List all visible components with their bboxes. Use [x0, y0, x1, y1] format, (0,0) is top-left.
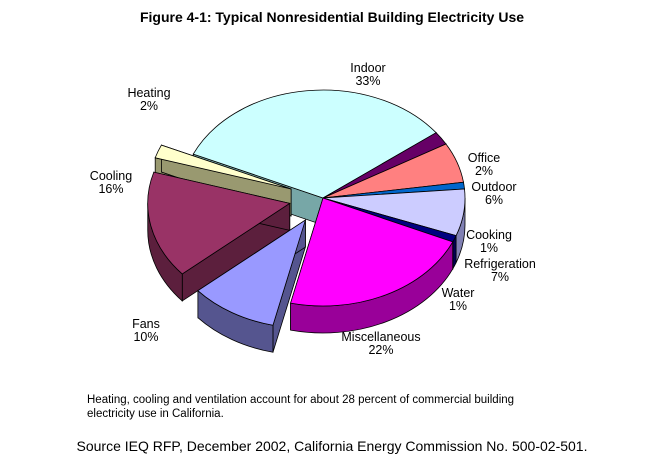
slice-label-name: Indoor [350, 61, 385, 75]
slice-label-office: Office 2% [468, 151, 500, 178]
slice-label-value: 6% [485, 193, 503, 207]
slice-label-heating: Heating 2% [127, 86, 170, 113]
pie-labels: Indoor 33%Office 2%Outdoor 6%Cooking 1%Refri… [90, 61, 536, 357]
slice-label-water: Water 1% [442, 286, 475, 313]
pie-slices [147, 89, 466, 326]
slice-label-refrigeration: Refrigeration 7% [464, 257, 536, 284]
slice-label-name: Cooling [90, 169, 132, 183]
slice-label-name: Office [468, 151, 500, 165]
slice-label-indoor: Indoor 33% [350, 61, 385, 88]
slice-label-value: 1% [480, 241, 498, 255]
slice-label-value: 7% [491, 270, 509, 284]
slice-label-value: 16% [98, 182, 123, 196]
slice-label-value: 22% [368, 343, 393, 357]
slice-indoor [192, 89, 437, 199]
slice-label-cooking: Cooking 1% [466, 228, 512, 255]
slice-label-name: Refrigeration [464, 257, 536, 271]
slice-label-value: 1% [449, 299, 467, 313]
slice-label-name: Cooking [466, 228, 512, 242]
chart-title: Figure 4-1: Typical Nonresidential Build… [139, 9, 525, 25]
slice-miscellaneous [290, 197, 454, 307]
slice-label-value: 2% [140, 99, 158, 113]
slice-label-value: 33% [355, 74, 380, 88]
pie-chart: Indoor 33%Office 2%Outdoor 6%Cooking 1%Refri… [90, 61, 536, 357]
chart-caption: Heating, cooling and ventilation account… [87, 394, 515, 420]
slice-label-value: 2% [475, 164, 493, 178]
slice-label-miscellaneous: Miscellaneous 22% [341, 330, 420, 357]
slice-label-cooling: Cooling 16% [90, 169, 132, 196]
slice-label-outdoor: Outdoor 6% [471, 180, 516, 207]
slice-label-name: Fans [132, 317, 160, 331]
slice-label-name: Water [442, 286, 475, 300]
slice-label-value: 10% [133, 330, 158, 344]
slice-label-fans: Fans 10% [132, 317, 160, 344]
slice-cooling [147, 171, 291, 275]
source-note: Source IEQ RFP, December 2002, Californi… [76, 438, 588, 454]
slice-label-name: Outdoor [471, 180, 516, 194]
slice-fans [197, 219, 307, 326]
slice-label-name: Miscellaneous [341, 330, 420, 344]
slice-label-name: Heating [127, 86, 170, 100]
slice-heating [154, 144, 292, 190]
